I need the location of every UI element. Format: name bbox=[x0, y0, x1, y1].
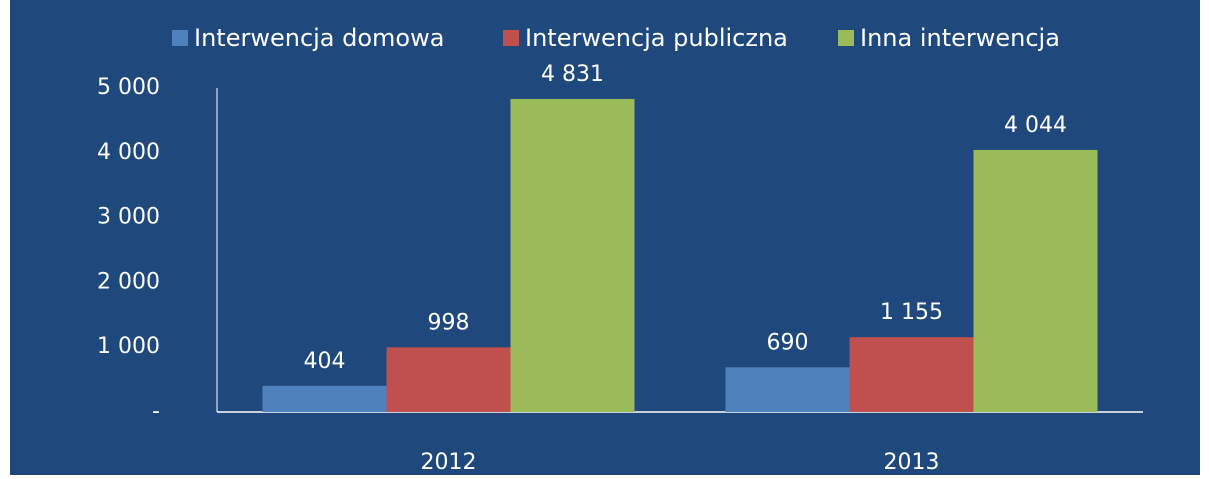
y-tick-label: 2 000 bbox=[97, 269, 160, 294]
y-tick-label: 5 000 bbox=[97, 75, 160, 100]
legend-label: Interwencja domowa bbox=[194, 24, 444, 52]
value-label: 4 044 bbox=[1004, 113, 1067, 138]
legend-swatch bbox=[838, 30, 854, 46]
bar bbox=[510, 98, 635, 412]
legend-label: Interwencja publiczna bbox=[525, 24, 788, 52]
value-label: 690 bbox=[767, 330, 809, 355]
bar bbox=[725, 367, 850, 412]
legend-swatch bbox=[503, 30, 519, 46]
legend-swatch bbox=[172, 30, 188, 46]
y-tick-label: 1 000 bbox=[97, 334, 160, 359]
y-tick-label: 3 000 bbox=[97, 205, 160, 230]
y-tick-label: 4 000 bbox=[97, 140, 160, 165]
x-tick-label: 2012 bbox=[421, 450, 477, 475]
bar bbox=[386, 347, 511, 412]
value-label: 4 831 bbox=[541, 62, 604, 87]
value-label: 404 bbox=[304, 349, 346, 374]
value-label: 1 155 bbox=[880, 300, 943, 325]
x-tick-label: 2013 bbox=[884, 450, 940, 475]
legend-label: Inna interwencja bbox=[860, 24, 1060, 52]
value-label: 998 bbox=[428, 310, 470, 335]
y-tick-label: - bbox=[152, 399, 160, 424]
bar bbox=[973, 149, 1098, 413]
bar bbox=[262, 385, 387, 412]
bar bbox=[849, 337, 974, 412]
